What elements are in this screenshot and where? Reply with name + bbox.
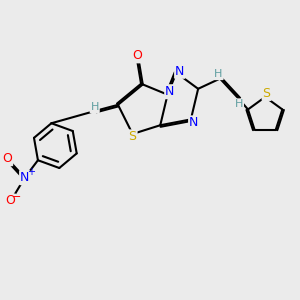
Text: H: H [91,102,99,112]
Text: H: H [214,69,223,79]
Text: O: O [132,50,142,62]
Text: N: N [175,65,184,78]
Text: N: N [189,116,199,129]
Text: N: N [165,85,175,98]
Text: −: − [12,192,22,202]
Text: S: S [262,87,271,100]
Text: H: H [235,99,243,109]
Text: N: N [20,171,29,184]
Text: O: O [5,194,15,208]
Text: O: O [2,152,12,165]
Text: S: S [129,130,136,143]
Text: +: + [27,167,35,177]
